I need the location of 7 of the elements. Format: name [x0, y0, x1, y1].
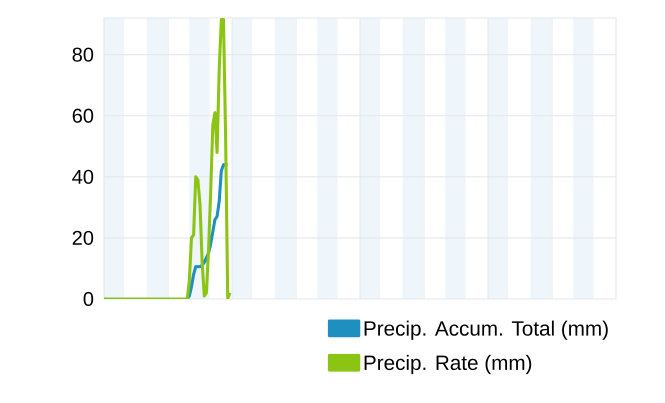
legend-label: Precip. Rate (mm) [364, 354, 532, 374]
y-tick-label: 60 [72, 108, 94, 123]
legend-label: Precip. Accum. Total (mm) [364, 320, 608, 340]
y-tick-label: 40 [72, 170, 94, 184]
y-tick-label: 80 [72, 48, 94, 62]
y-tick-label: 20 [72, 230, 94, 245]
y-tick-label: 0 [84, 292, 94, 306]
